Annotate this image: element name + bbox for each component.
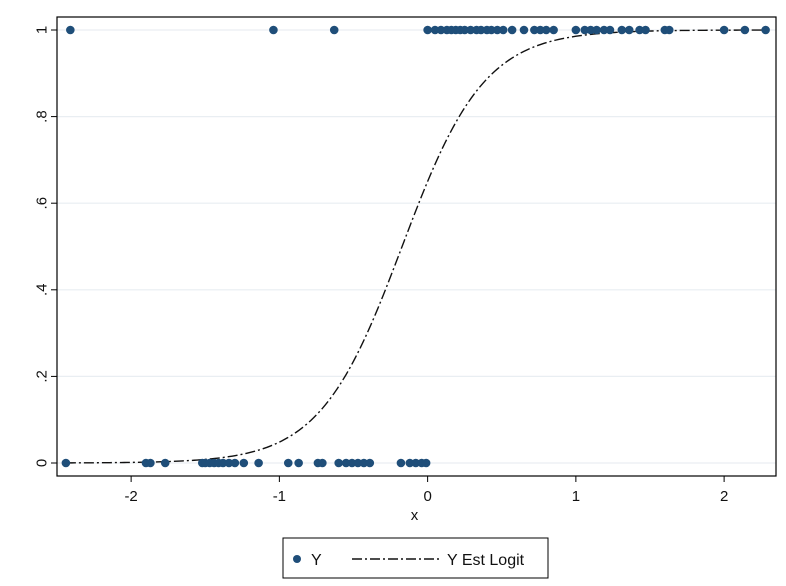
data-point [664, 25, 674, 35]
data-point [635, 25, 644, 35]
y-axis: 0 .2 .4 .6 .8 1 [34, 26, 57, 467]
data-point [487, 25, 496, 35]
data-point [421, 458, 431, 468]
plot-frame [56, 16, 777, 477]
data-point [239, 458, 249, 468]
data-point [624, 25, 634, 35]
data-point [294, 458, 303, 468]
data-point [283, 458, 293, 468]
data-point [617, 25, 627, 35]
data-point [498, 25, 508, 35]
x-tick-label: 0 [423, 488, 431, 505]
data-point [535, 25, 545, 35]
data-point [580, 25, 590, 35]
data-point [359, 458, 369, 468]
data-point [492, 25, 502, 35]
data-point [436, 25, 446, 35]
data-point [430, 25, 440, 35]
legend-box [282, 537, 549, 579]
data-point [329, 25, 339, 35]
legend-marker-y [293, 555, 301, 563]
data-point [641, 25, 650, 35]
x-axis: -2 -1 0 1 2 [124, 476, 728, 505]
data-point [334, 458, 343, 468]
legend-label-y: Y [311, 552, 322, 569]
fitted-logit-line [65, 29, 766, 464]
data-points [61, 25, 770, 468]
x-tick-label: -1 [273, 488, 286, 505]
y-tick-label: .8 [34, 110, 51, 123]
data-point [761, 25, 770, 35]
legend-label-logit: Y Est Logit [447, 552, 525, 569]
y-tick-label: 1 [34, 26, 51, 34]
y-tick-label: .2 [34, 370, 51, 383]
data-point [230, 458, 240, 468]
y-tick-label: .6 [34, 197, 51, 210]
gridlines [57, 29, 776, 464]
data-point [466, 25, 475, 35]
data-point [224, 458, 234, 468]
data-point [519, 25, 529, 35]
data-point [365, 458, 375, 468]
data-point [411, 458, 421, 468]
data-point [423, 25, 432, 35]
data-point [740, 25, 750, 35]
data-point [146, 458, 155, 468]
data-point [592, 25, 601, 35]
data-point [605, 25, 615, 35]
data-point [476, 25, 486, 35]
data-point [530, 25, 539, 35]
data-point [318, 458, 327, 468]
data-point [599, 25, 609, 35]
data-point [347, 458, 357, 468]
y-tick-label: .4 [34, 284, 51, 297]
y-tick-label: 0 [34, 459, 51, 467]
data-point [405, 458, 415, 468]
x-axis-title: x [411, 507, 419, 524]
data-point [66, 25, 75, 35]
data-point [269, 25, 278, 35]
data-point [460, 25, 469, 35]
data-point [719, 25, 729, 35]
x-tick-label: 1 [572, 488, 580, 505]
data-point [507, 25, 517, 35]
data-point [254, 458, 263, 468]
data-point [549, 25, 558, 35]
data-point [160, 458, 170, 468]
data-point [353, 458, 363, 468]
data-point [341, 458, 351, 468]
data-point [586, 25, 595, 35]
legend: Y Y Est Logit [282, 537, 549, 579]
data-point [571, 25, 581, 35]
x-tick-label: 2 [720, 488, 728, 505]
data-point [61, 458, 71, 468]
data-point [541, 25, 551, 35]
x-tick-label: -2 [124, 488, 137, 505]
data-point [218, 458, 228, 468]
data-point [396, 458, 406, 468]
